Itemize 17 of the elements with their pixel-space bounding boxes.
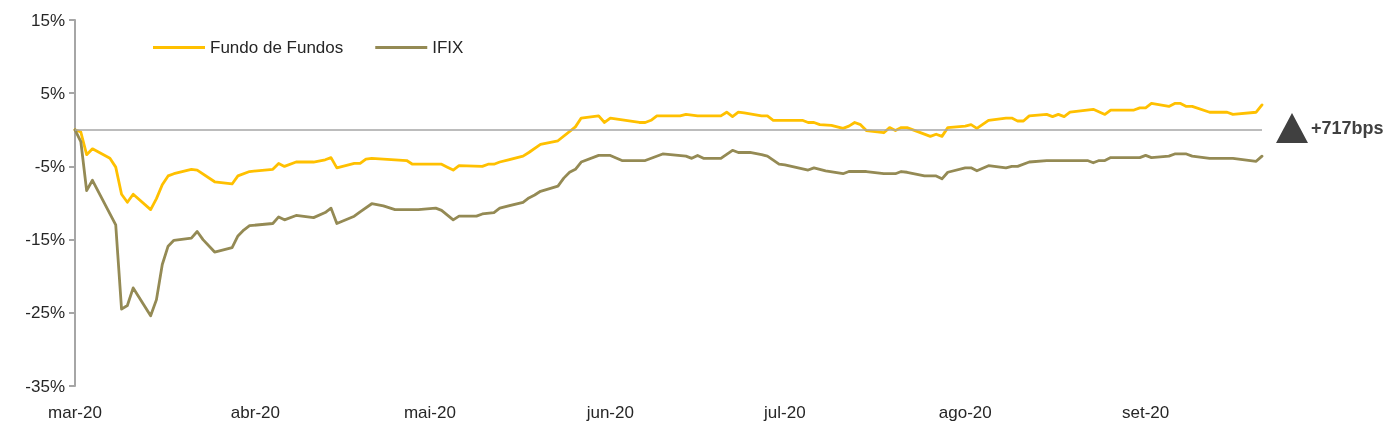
text: +717bps: [1311, 117, 1384, 139]
x-tick-label: mai-20: [403, 403, 456, 422]
x-tick-label: jul-20: [763, 403, 806, 422]
y-tick-label: 5%: [40, 83, 65, 103]
y-tick-label: -15%: [25, 230, 65, 250]
x-tick-label: ago-20: [938, 403, 992, 422]
x-tick-label: mar-20: [48, 403, 102, 422]
legend-label: IFIX: [432, 38, 464, 57]
line-series: [73, 128, 1264, 318]
y-tick-label: 15%: [30, 10, 65, 30]
x-tick-label: jun-20: [585, 403, 634, 422]
legend-label: Fundo de Fundos: [210, 38, 344, 57]
y-tick-label: -5%: [34, 156, 65, 176]
x-tick-label: set-20: [1122, 403, 1170, 422]
y-tick-label: -35%: [25, 376, 65, 396]
x-tick-label: abr-20: [230, 403, 280, 422]
y-tick-label: -25%: [25, 303, 65, 323]
